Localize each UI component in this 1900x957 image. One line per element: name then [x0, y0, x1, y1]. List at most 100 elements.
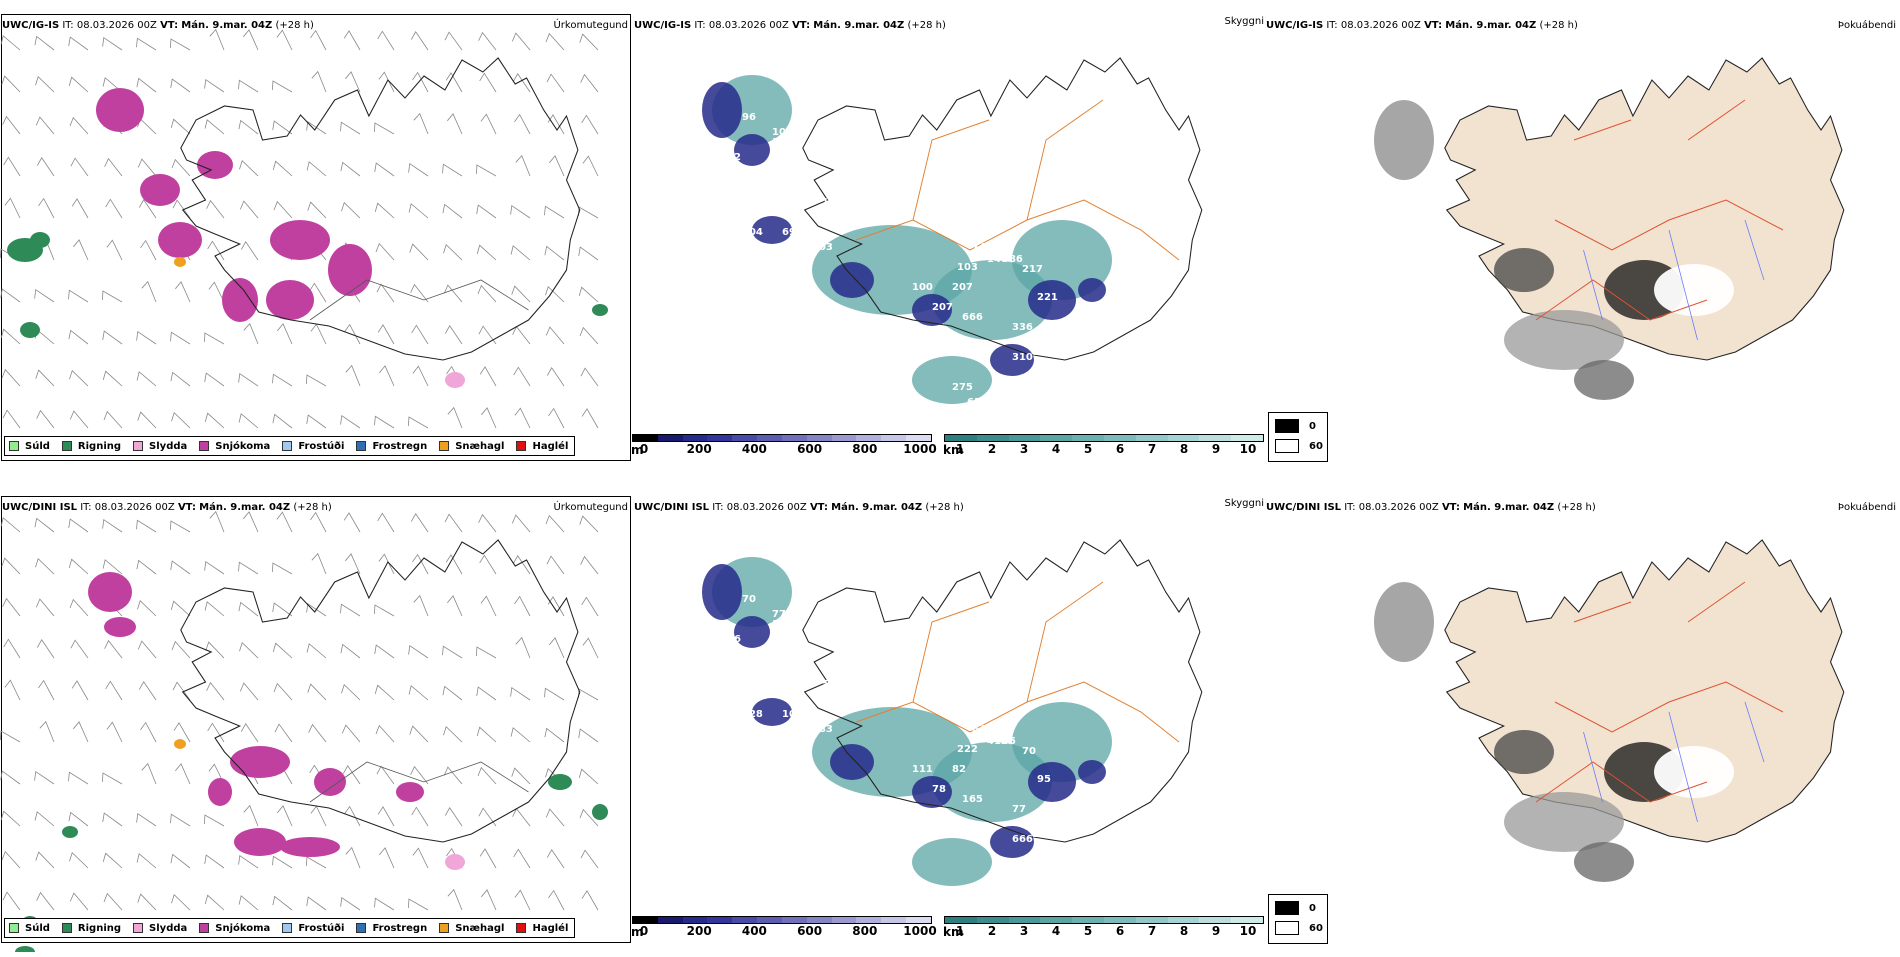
wind-barb: [410, 513, 429, 533]
snow-area: [140, 174, 180, 206]
wind-barb: [102, 37, 123, 51]
colorbar-tick-label: 7: [1147, 442, 1157, 456]
wind-barb: [511, 767, 531, 785]
fog-legend-swatch: [1275, 419, 1299, 433]
legend-item: Snæhagl: [439, 923, 504, 934]
wind-barb: [345, 553, 361, 575]
colorbar-segment: [707, 917, 733, 923]
colorbar-tick-label: 200: [686, 924, 712, 938]
fog-index-area: [1494, 730, 1554, 774]
colorbar-segment: [1135, 435, 1168, 441]
lead-time: (+28 h): [293, 502, 332, 513]
wind-barb: [73, 721, 89, 743]
colorbar-tick-label: 10: [1239, 924, 1257, 938]
wind-barb: [343, 30, 361, 51]
cloud-base-label: 73: [832, 704, 846, 715]
wind-barb: [137, 411, 157, 429]
wind-barb: [444, 513, 463, 533]
wind-barb: [408, 163, 429, 177]
colorbar-segment: [657, 917, 683, 923]
wind-barb: [209, 510, 225, 533]
cloud-base-label: 75: [1002, 736, 1016, 747]
wind-barb: [69, 116, 89, 135]
wind-barb: [136, 331, 157, 345]
legend-swatch: [199, 923, 210, 933]
wind-barb: [36, 157, 55, 177]
cloud-base-label: 104: [742, 227, 763, 238]
wind-barb: [238, 561, 259, 575]
wind-barb: [35, 851, 55, 869]
wind-barb: [208, 281, 225, 303]
wind-barb: [544, 687, 565, 701]
wind-barb: [70, 157, 89, 177]
wind-barb: [209, 28, 225, 51]
wind-barb: [510, 205, 531, 219]
low-visibility-area: [912, 356, 992, 404]
cloud-base-label: 111: [912, 764, 933, 775]
panel-title: Skyggni: [1224, 16, 1264, 27]
cloud-base-label: 70: [742, 594, 756, 605]
wind-barb: [306, 161, 327, 177]
cloud-base-label: 167: [707, 232, 728, 243]
wind-barb: [141, 762, 157, 785]
panel-title: Úrkomutegund: [553, 502, 628, 513]
wind-barb: [479, 366, 497, 387]
wind-barb: [4, 197, 21, 219]
wind-barb: [480, 595, 497, 617]
legend-label: Frostregn: [372, 440, 428, 452]
valid-time: Mán. 9.mar. 04Z: [181, 20, 273, 31]
cloud-base-label: 741: [972, 242, 993, 253]
wind-barb: [277, 805, 293, 827]
legend-label: Rigning: [77, 922, 122, 934]
wind-barb: [3, 638, 21, 659]
valid-label: VT:: [792, 20, 811, 31]
cloud-base-label: 77: [772, 609, 786, 620]
legend-item: Haglél: [516, 441, 568, 452]
wind-barb: [170, 38, 191, 51]
wind-barb: [2, 115, 21, 135]
cloud-base-label: 165: [822, 197, 843, 208]
wind-barb: [510, 687, 531, 701]
cloud-base-label: 78: [932, 784, 946, 795]
wind-barb: [412, 365, 429, 387]
wind-barb: [277, 323, 293, 345]
sleet-area: [445, 372, 465, 388]
wind-barb: [2, 891, 21, 911]
wind-barb: [582, 155, 599, 177]
wind-barb: [444, 807, 463, 827]
wind-barb: [243, 511, 259, 533]
wind-barb: [0, 288, 21, 303]
legend-item: Slydda: [133, 923, 187, 934]
cloud-base-label: 970: [1092, 362, 1113, 373]
cloud-base-area: [734, 134, 770, 166]
model-name: UWC/IG-IS: [634, 20, 692, 31]
colorbar-tick-label: 3: [1019, 924, 1029, 938]
valid-time: Mán. 9.mar. 04Z: [831, 502, 923, 513]
wind-barb: [340, 121, 361, 135]
cloud-base-label: 106: [782, 709, 803, 720]
panel-title: Skyggni: [1224, 498, 1264, 509]
colorbar-tick-label: 400: [741, 924, 767, 938]
wind-barb: [476, 164, 497, 177]
iceland-coastline: [802, 539, 1203, 843]
wind-barb: [412, 847, 429, 869]
graupel-area: [174, 257, 186, 267]
wind-barb: [377, 324, 395, 345]
wind-barb: [170, 600, 191, 617]
legend-swatch: [282, 923, 293, 933]
wind-barb: [412, 553, 429, 575]
wind-barb: [105, 680, 123, 701]
wind-barb: [205, 641, 225, 659]
legend-swatch: [9, 441, 19, 451]
wind-barb: [68, 518, 89, 533]
wind-barb: [478, 325, 497, 345]
wind-barb: [443, 725, 463, 743]
wind-barb: [443, 766, 463, 785]
forecast-row-dini: UWC/DINI ISL IT: 08.03.2026 00Z VT: Mán.…: [0, 482, 1900, 957]
model-name: UWC/IG-IS: [1266, 20, 1324, 31]
wind-barb: [272, 160, 293, 177]
wind-barb: [374, 415, 395, 429]
valid-time: Mán. 9.mar. 04Z: [813, 20, 905, 31]
fog-legend-row: 60: [1275, 921, 1323, 935]
